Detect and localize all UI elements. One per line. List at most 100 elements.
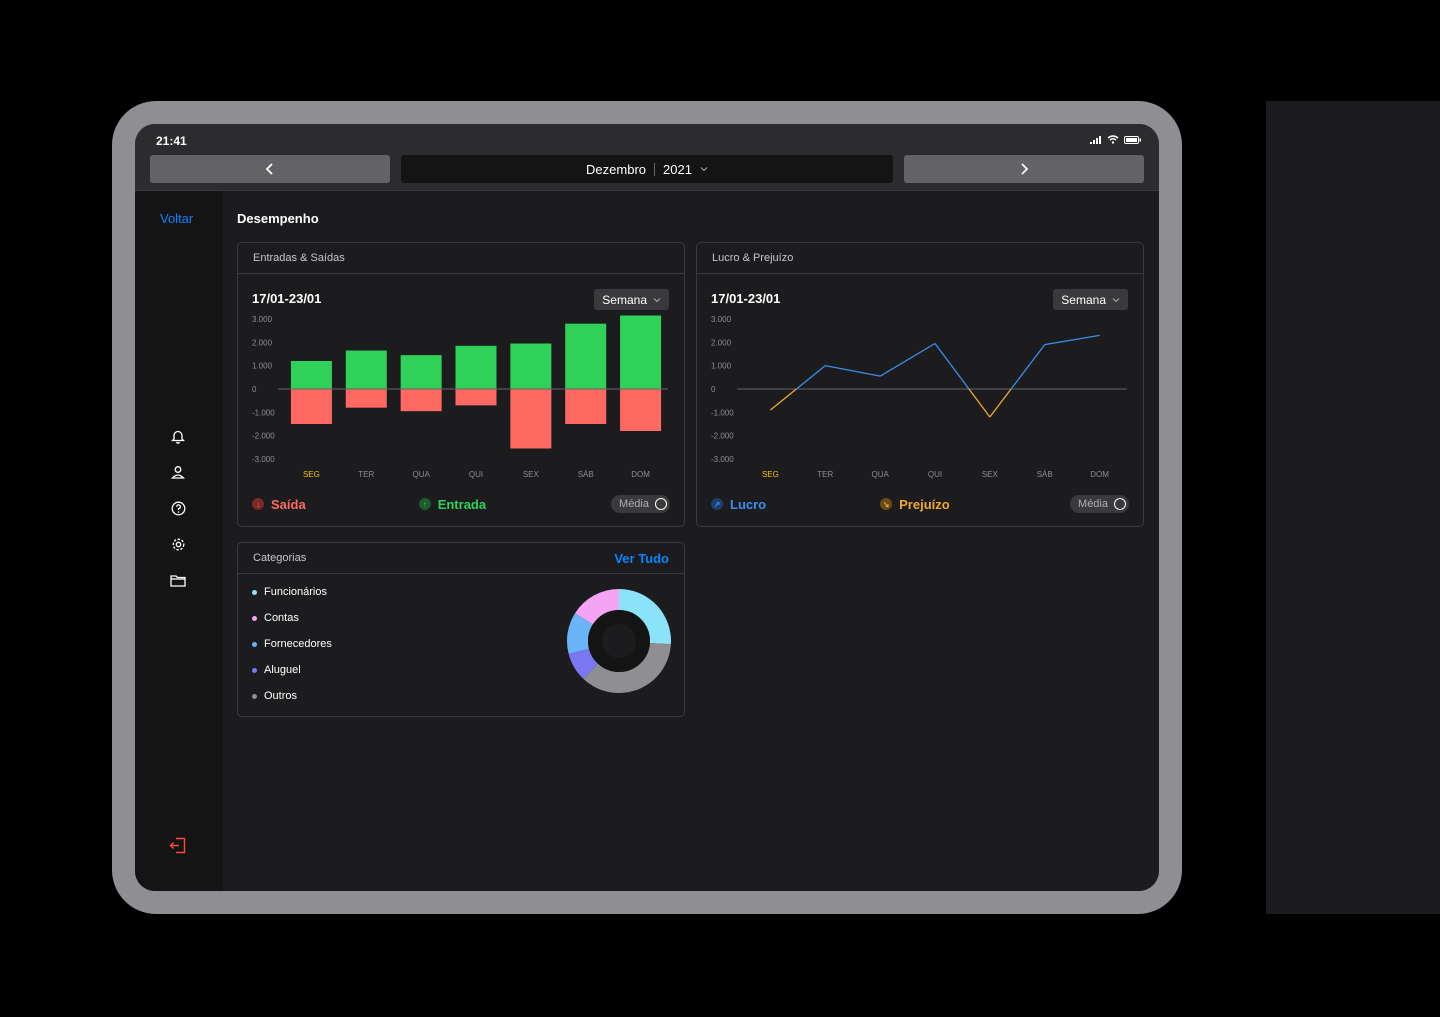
legend-saida: ↓ Saída (252, 497, 306, 512)
see-all-link[interactable]: Ver Tudo (614, 550, 669, 566)
donut-slice[interactable] (619, 589, 671, 645)
line-segment (825, 365, 881, 377)
bar-saida[interactable] (290, 389, 332, 424)
x-tick-label: QUI (928, 470, 942, 479)
next-month-button[interactable] (904, 155, 1144, 183)
donut-slice[interactable] (568, 648, 598, 679)
line-segment (879, 342, 936, 377)
status-icons (1090, 135, 1141, 144)
legend-prejuizo: ↘ Prejuízo (880, 497, 950, 512)
toggle-knob (655, 498, 667, 510)
donut-slice[interactable] (583, 642, 671, 693)
profit-period-select[interactable]: Semana (1053, 289, 1128, 310)
profit-card: Lucro & Prejuízo 17/01-23/01 Semana 3.00… (696, 242, 1144, 527)
bar-saida[interactable] (455, 389, 497, 406)
bar-entrada[interactable] (345, 350, 387, 390)
x-tick-label: SÁB (1037, 470, 1053, 479)
x-tick-label: QUA (412, 470, 430, 479)
flows-card: Entradas & Saídas 17/01-23/01 Semana 3.0… (237, 242, 685, 527)
bar-entrada[interactable] (400, 355, 442, 389)
legend-lucro: ↗ Lucro (711, 497, 766, 512)
x-tick-label: TER (358, 470, 374, 479)
flows-average-toggle[interactable]: Média (611, 495, 670, 513)
categories-card-title: Categorias (253, 552, 307, 564)
help-icon[interactable] (169, 499, 187, 517)
x-tick-label: SEG (762, 470, 779, 479)
y-tick-label: -1.000 (252, 408, 275, 417)
categories-card-header: Categorias Ver Tudo (238, 543, 684, 574)
chevron-down-icon (700, 167, 708, 172)
bar-entrada[interactable] (290, 361, 332, 389)
line-segment (968, 388, 991, 418)
y-tick-label: 3.000 (252, 315, 273, 324)
x-tick-label: SÁB (578, 470, 594, 479)
category-label: Outros (264, 690, 298, 702)
category-label: Fornecedores (264, 638, 332, 650)
x-tick-label: TER (817, 470, 833, 479)
flows-period-label: Semana (602, 292, 647, 307)
flows-average-label: Média (619, 498, 649, 510)
legend-lucro-label: Lucro (730, 496, 767, 512)
profit-period-label: Semana (1061, 292, 1106, 307)
chevron-left-icon (265, 163, 273, 175)
user-icon[interactable] (169, 463, 187, 481)
profit-card-header: Lucro & Prejuízo (697, 243, 1143, 274)
profit-average-label: Média (1078, 498, 1108, 510)
y-tick-label: 1.000 (252, 362, 273, 371)
bar-entrada[interactable] (620, 315, 662, 390)
page-title: Desempenho (237, 211, 319, 226)
prev-month-button[interactable] (150, 155, 390, 183)
flows-bar-chart: 3.000 2.000 1.000 0 -1.000 -2.000 -3.000 SEG TER… (252, 315, 668, 479)
month-year-divider (654, 162, 656, 176)
logout-icon[interactable] (169, 837, 187, 859)
bar-entrada[interactable] (565, 323, 607, 389)
donut-slice[interactable] (575, 589, 619, 625)
gear-icon[interactable] (169, 535, 187, 553)
category-item[interactable]: Funcionários (252, 585, 332, 599)
bar-entrada[interactable] (510, 343, 552, 390)
bar-saida[interactable] (620, 389, 662, 431)
bar-entrada[interactable] (455, 345, 497, 389)
top-bar: 21:41 Dezembro 2021 (135, 124, 1159, 191)
legend-prejuizo-label: Prejuízo (899, 496, 950, 512)
y-tick-label: -2.000 (711, 432, 734, 441)
legend-saida-label: Saída (271, 496, 306, 512)
donut-inner-ring (588, 610, 650, 672)
arrow-up-right-icon: ↗ (711, 498, 723, 510)
year-label: 2021 (663, 161, 692, 177)
bar-saida[interactable] (510, 389, 552, 449)
y-tick-label: 3.000 (711, 315, 732, 324)
flows-card-title: Entradas & Saídas (253, 252, 345, 264)
category-item[interactable]: Fornecedores (252, 637, 332, 651)
bar-saida[interactable] (565, 389, 607, 424)
categories-card: Categorias Ver Tudo Funcionários Contas Fo… (237, 542, 685, 717)
wifi-icon (1107, 135, 1119, 144)
y-tick-label: 2.000 (252, 338, 273, 347)
line-segment (796, 365, 826, 390)
bell-icon[interactable] (169, 427, 187, 445)
line-segment (934, 343, 970, 390)
bar-saida[interactable] (345, 389, 387, 408)
categories-list: Funcionários Contas Fornecedores Aluguel Out… (252, 585, 332, 703)
bar-saida[interactable] (400, 389, 442, 412)
y-tick-label: -1.000 (711, 408, 734, 417)
categories-donut-chart (567, 589, 671, 693)
profit-card-title: Lucro & Prejuízo (712, 252, 794, 264)
legend-entrada: ↑ Entrada (418, 497, 486, 512)
category-item[interactable]: Contas (252, 611, 332, 625)
x-tick-label: QUA (871, 470, 889, 479)
category-item[interactable]: Aluguel (252, 663, 332, 677)
status-time: 21:41 (156, 134, 187, 148)
back-link[interactable]: Voltar (160, 211, 194, 226)
folder-icon[interactable] (169, 571, 187, 589)
donut-slice[interactable] (567, 613, 593, 654)
category-item[interactable]: Outros (252, 689, 332, 703)
category-label: Contas (264, 612, 299, 624)
category-label: Funcionários (264, 586, 327, 598)
flows-period-select[interactable]: Semana (594, 289, 669, 310)
chevron-right-icon (1021, 163, 1029, 175)
y-tick-label: 1.000 (711, 362, 732, 371)
month-picker[interactable]: Dezembro 2021 (401, 155, 893, 183)
profit-average-toggle[interactable]: Média (1070, 495, 1129, 513)
month-label: Dezembro (586, 161, 647, 177)
